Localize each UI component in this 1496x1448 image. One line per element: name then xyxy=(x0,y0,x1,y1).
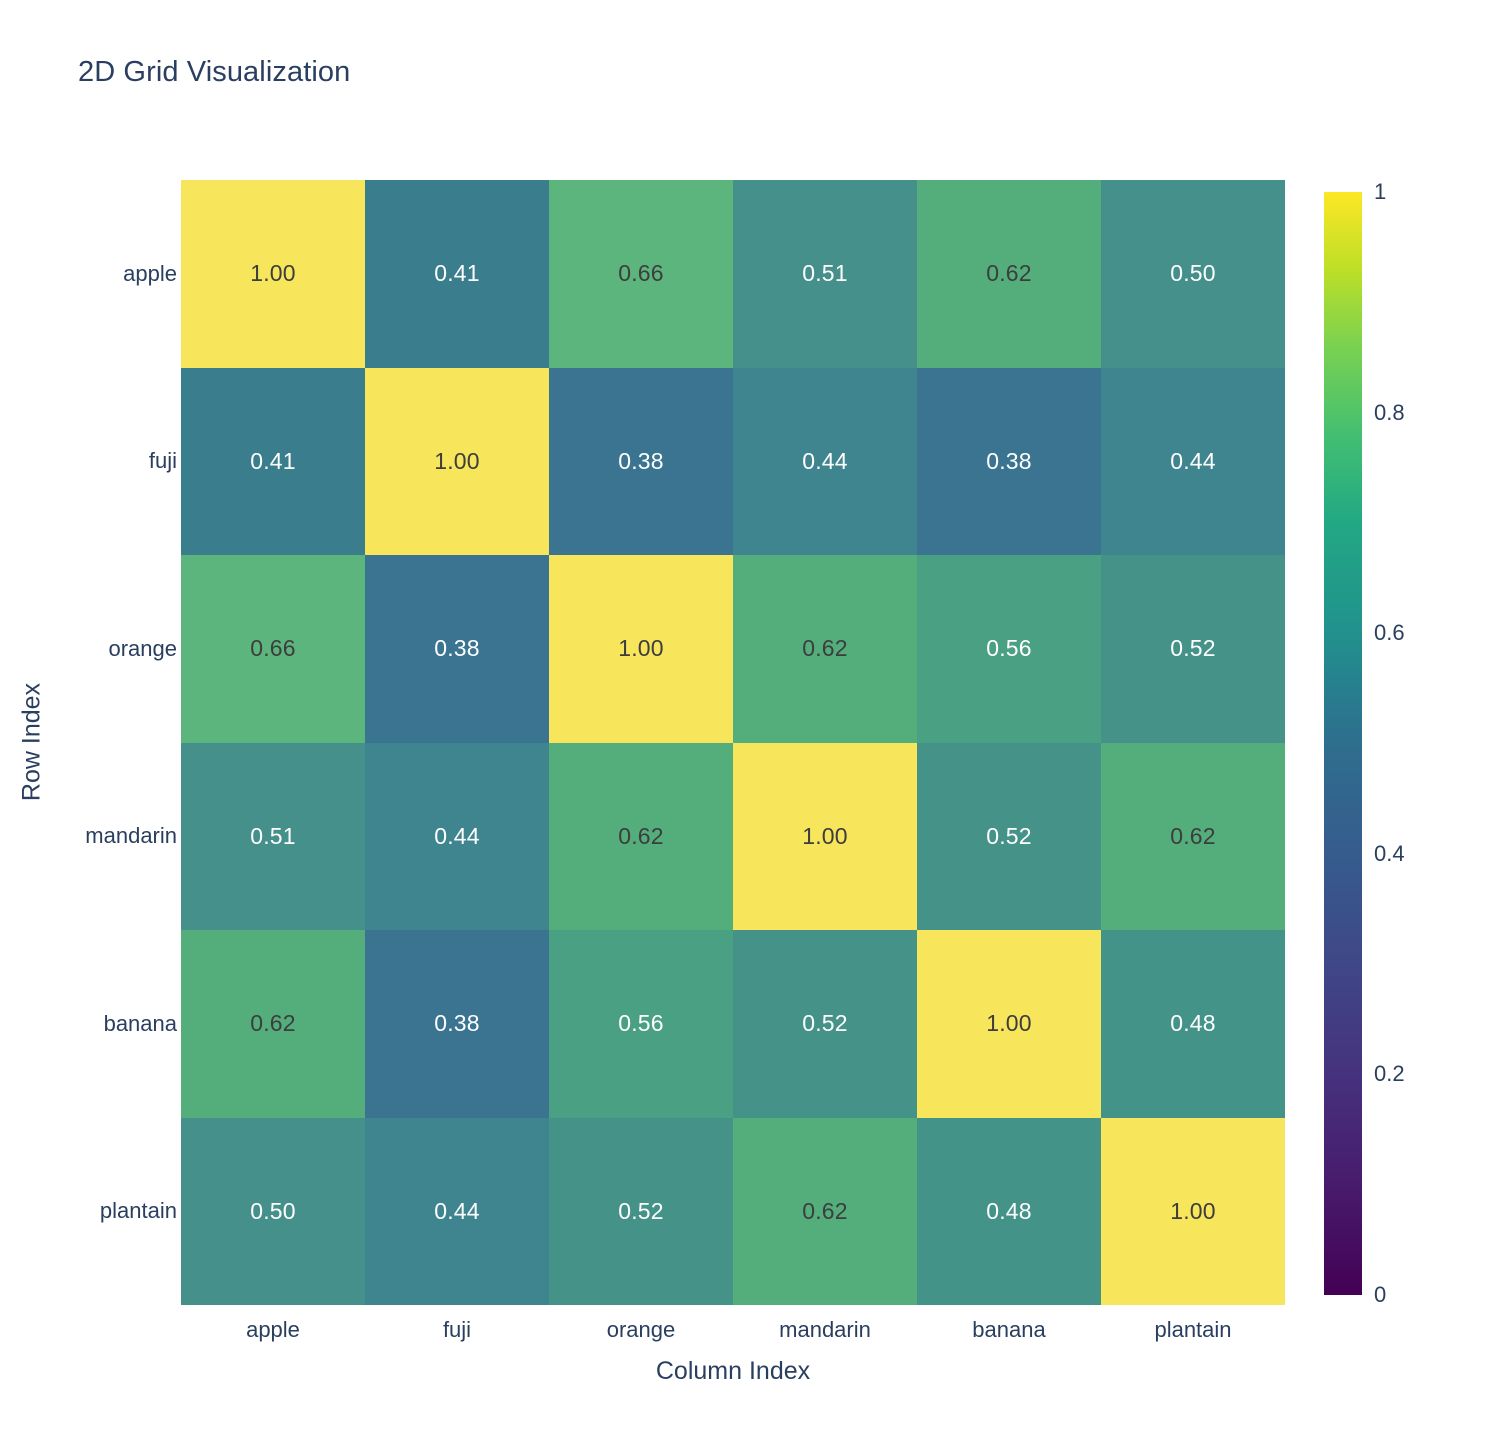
heatmap-cell-value: 1.00 xyxy=(1170,1197,1216,1224)
heatmap-cell-value: 0.41 xyxy=(250,447,296,474)
colorbar-tick-0.4: 0.4 xyxy=(1374,840,1405,866)
heatmap-cell-value: 0.52 xyxy=(1170,635,1216,662)
heatmap-cell-value: 1.00 xyxy=(434,447,480,474)
heatmap-cell-value: 1.00 xyxy=(250,260,296,287)
heatmap-cell[interactable]: 0.62 xyxy=(549,742,733,930)
heatmap-cell[interactable]: 1.00 xyxy=(549,555,733,743)
colorbar-gradient xyxy=(1324,192,1362,1295)
heatmap-cell[interactable]: 1.00 xyxy=(917,930,1101,1118)
colorbar-tick-0.2: 0.2 xyxy=(1374,1061,1405,1087)
heatmap-cell[interactable]: 0.62 xyxy=(733,1117,917,1305)
page-title: 2D Grid Visualization xyxy=(78,56,351,88)
heatmap-cell-value: 0.48 xyxy=(986,1197,1032,1224)
x-axis-tick-orange: orange xyxy=(606,1317,676,1342)
heatmap-cell[interactable]: 0.62 xyxy=(181,930,365,1118)
heatmap-cell-value: 0.44 xyxy=(434,822,480,849)
y-axis-tick-orange: orange xyxy=(108,635,177,661)
heatmap-cell-value: 0.41 xyxy=(434,260,480,287)
heatmap-cell[interactable]: 0.38 xyxy=(549,367,733,555)
heatmap-cell-value: 0.50 xyxy=(1170,260,1216,287)
heatmap-cell-value: 0.56 xyxy=(618,1010,664,1037)
heatmap-cell-value: 0.38 xyxy=(618,447,664,474)
heatmap-cell[interactable]: 0.50 xyxy=(181,1117,365,1305)
heatmap-cell[interactable]: 0.44 xyxy=(733,367,917,555)
y-axis-tick-apple: apple xyxy=(123,260,177,286)
heatmap-cell[interactable]: 0.56 xyxy=(917,555,1101,743)
heatmap-cell-value: 0.56 xyxy=(986,635,1032,662)
heatmap-cell[interactable]: 0.44 xyxy=(365,1117,549,1305)
colorbar-tick-1: 1 xyxy=(1374,179,1387,204)
x-axis-title: Column Index xyxy=(655,1357,811,1385)
x-axis-tick-fuji: fuji xyxy=(442,1317,472,1342)
heatmap-cell[interactable]: 0.56 xyxy=(549,930,733,1118)
heatmap-cell[interactable]: 0.50 xyxy=(1101,180,1285,368)
heatmap-grid: 1.00 0.41 0.66 0.51 0.62 0.50 0.41 1.00 0.38 0.44… xyxy=(181,180,1285,1305)
heatmap-cell[interactable]: 1.00 xyxy=(1101,1117,1285,1305)
heatmap-cell[interactable]: 0.51 xyxy=(181,742,365,930)
heatmap-cell-value: 0.44 xyxy=(1170,447,1216,474)
heatmap-cell-value: 0.50 xyxy=(250,1197,296,1224)
colorbar-tick-0: 0 xyxy=(1374,1282,1387,1307)
colorbar-tick-0.6: 0.6 xyxy=(1374,620,1405,646)
heatmap-cell-value: 0.48 xyxy=(1170,1010,1216,1037)
heatmap-cell-value: 0.66 xyxy=(250,635,296,662)
heatmap-cell[interactable]: 1.00 xyxy=(365,367,549,555)
heatmap-cell[interactable]: 0.52 xyxy=(549,1117,733,1305)
heatmap-cell-value: 0.52 xyxy=(618,1197,664,1224)
heatmap-cell-value: 0.62 xyxy=(802,1197,848,1224)
heatmap-cell-value: 0.62 xyxy=(986,260,1032,287)
heatmap-cell[interactable]: 0.51 xyxy=(733,180,917,368)
heatmap-cell-value: 0.44 xyxy=(802,447,848,474)
heatmap-cell-value: 0.62 xyxy=(802,635,848,662)
x-axis-tick-mandarin: mandarin xyxy=(779,1317,871,1342)
heatmap-cell-value: 1.00 xyxy=(986,1010,1032,1037)
heatmap-cell[interactable]: 0.38 xyxy=(365,555,549,743)
heatmap-cell-value: 1.00 xyxy=(618,635,664,662)
heatmap-cell-value: 0.66 xyxy=(618,260,664,287)
y-axis-tick-banana: banana xyxy=(103,1010,177,1036)
heatmap-cell[interactable]: 0.62 xyxy=(1101,742,1285,930)
heatmap-cell[interactable]: 0.66 xyxy=(181,555,365,743)
heatmap-cell-value: 0.52 xyxy=(986,822,1032,849)
heatmap-cell[interactable]: 0.38 xyxy=(917,367,1101,555)
heatmap-cell-value: 0.62 xyxy=(250,1010,296,1037)
y-axis-tick-mandarin: mandarin xyxy=(85,823,177,849)
x-axis-tick-plantain: plantain xyxy=(1154,1317,1232,1342)
heatmap-cell-value: 1.00 xyxy=(802,822,848,849)
heatmap-cell[interactable]: 0.62 xyxy=(733,555,917,743)
heatmap-cell[interactable]: 0.48 xyxy=(917,1117,1101,1305)
heatmap-cell[interactable]: 0.38 xyxy=(365,930,549,1118)
heatmap-cell[interactable]: 0.52 xyxy=(733,930,917,1118)
heatmap-cell[interactable]: 0.66 xyxy=(549,180,733,368)
colorbar-tick-0.8: 0.8 xyxy=(1374,399,1405,425)
y-axis-tick-fuji: fuji xyxy=(148,448,177,474)
heatmap-cell-value: 0.62 xyxy=(1170,822,1216,849)
heatmap-cell[interactable]: 0.44 xyxy=(1101,367,1285,555)
heatmap-cell-value: 0.51 xyxy=(802,260,848,287)
heatmap-cell[interactable]: 0.52 xyxy=(917,742,1101,930)
y-axis-tick-plantain: plantain xyxy=(99,1198,177,1224)
plot-area: 1.00 0.41 0.66 0.51 0.62 0.50 0.41 1.00 0.38 0.44… xyxy=(181,180,1285,1305)
heatmap-cell[interactable]: 0.41 xyxy=(365,180,549,368)
heatmap-cell-value: 0.38 xyxy=(434,1010,480,1037)
heatmap-cell[interactable]: 0.41 xyxy=(181,367,365,555)
heatmap-cell[interactable]: 1.00 xyxy=(733,742,917,930)
heatmap-cell-value: 0.51 xyxy=(250,822,296,849)
x-axis-tick-apple: apple xyxy=(246,1317,300,1342)
x-axis-tick-banana: banana xyxy=(972,1317,1046,1342)
heatmap-cell[interactable]: 1.00 xyxy=(181,180,365,368)
heatmap-cell-value: 0.44 xyxy=(434,1197,480,1224)
heatmap-cell-value: 0.62 xyxy=(618,822,664,849)
heatmap-cell[interactable]: 0.52 xyxy=(1101,555,1285,743)
y-axis-title: Row Index xyxy=(17,682,46,802)
heatmap-cell[interactable]: 0.48 xyxy=(1101,930,1285,1118)
heatmap-cell-value: 0.38 xyxy=(986,447,1032,474)
heatmap-cell-value: 0.52 xyxy=(802,1010,848,1037)
heatmap-cell-value: 0.38 xyxy=(434,635,480,662)
heatmap-cell[interactable]: 0.44 xyxy=(365,742,549,930)
heatmap-cell[interactable]: 0.62 xyxy=(917,180,1101,368)
